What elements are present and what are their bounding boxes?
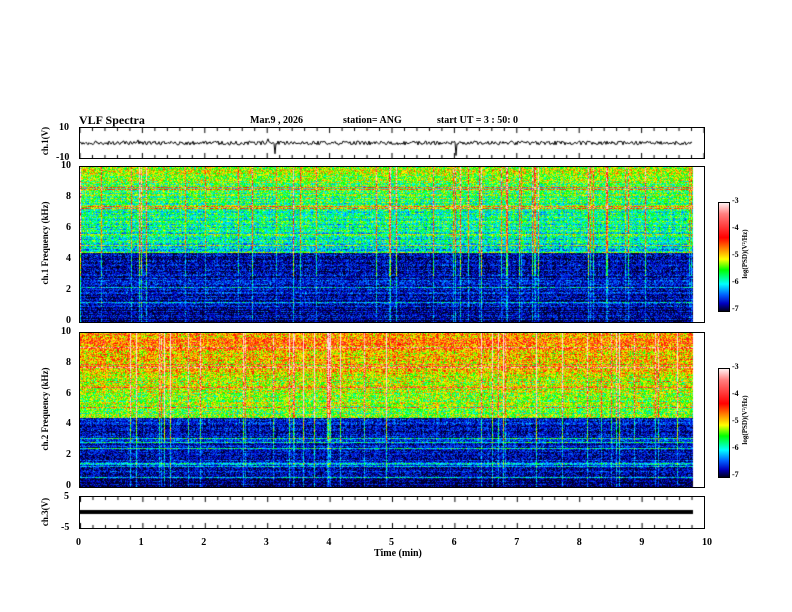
ylabel-ch1-freq: ch.1 Frequency (kHz) [40, 201, 50, 285]
ytick-label: 2 [66, 449, 71, 461]
start-time-label: start UT = 3 : 50: 0 [437, 115, 519, 126]
date-label: Mar.9 , 2026 [250, 115, 303, 126]
ch1-waveform-panel [79, 127, 705, 159]
colorbar-tick-label: -3 [732, 362, 739, 371]
xtick-label: 7 [514, 537, 520, 548]
xtick-label: 2 [201, 537, 207, 548]
colorbar-tick-label: -4 [732, 389, 739, 398]
ytick: -10 [56, 152, 70, 163]
colorbar-tick-label: -6 [732, 443, 739, 452]
ytick-label: 10 [61, 326, 71, 337]
ylabel-ch2-freq: ch.2 Frequency (kHz) [40, 367, 50, 451]
ytick-label: 4 [66, 253, 71, 264]
ytick-label: 10 [61, 160, 71, 171]
ytick: 10 [59, 122, 69, 133]
ch1-spectrogram-panel [79, 166, 705, 323]
station-label: station= ANG [343, 115, 402, 126]
ytick: -5 [61, 522, 70, 533]
xtick-label: 1 [138, 537, 144, 548]
colorbar-tick-label: -5 [732, 250, 739, 259]
colorbar-label: log(PSD)(V²/Hz) [741, 229, 749, 279]
xtick-label: 0 [76, 537, 81, 548]
colorbar-tick-label: -3 [732, 196, 739, 205]
ytick-label: 6 [66, 387, 71, 399]
xtick-label: 6 [451, 537, 457, 548]
ylabel-ch1-v: ch.1(V) [40, 126, 50, 156]
xtick-label: 5 [389, 537, 394, 548]
colorbar-ch2 [718, 368, 730, 478]
ytick-label: 6 [66, 222, 71, 233]
colorbar-tick-label: -6 [732, 277, 739, 286]
ytick-label: 8 [66, 356, 71, 368]
xtick-label: 8 [576, 537, 582, 548]
ytick-label: 8 [66, 191, 71, 202]
ytick-label: 0 [66, 480, 71, 491]
xtick-label: 10 [702, 537, 712, 548]
ytick: 5 [64, 491, 69, 502]
colorbar-tick-label: -5 [732, 416, 739, 425]
xtick-label: 4 [326, 537, 332, 548]
ylabel-ch3-v: ch.3(V) [40, 497, 50, 527]
ytick-label: 4 [66, 418, 71, 430]
ch2-spectrogram-panel [79, 332, 705, 488]
figure-title: VLF Spectra [79, 113, 145, 127]
colorbar-tick-label: -7 [732, 470, 739, 479]
xtick-label: 9 [639, 537, 645, 548]
colorbar-label: log(PSD)(V²/Hz) [741, 395, 749, 445]
colorbar-tick-label: -7 [732, 304, 739, 313]
ytick-label: 0 [66, 315, 71, 326]
ytick-label: 2 [66, 284, 71, 295]
colorbar-tick-label: -4 [732, 223, 739, 232]
xtick-label: 3 [263, 537, 269, 548]
xlabel: Time (min) [374, 548, 422, 559]
colorbar-ch1 [718, 202, 730, 312]
ch3-waveform-panel [79, 496, 705, 529]
